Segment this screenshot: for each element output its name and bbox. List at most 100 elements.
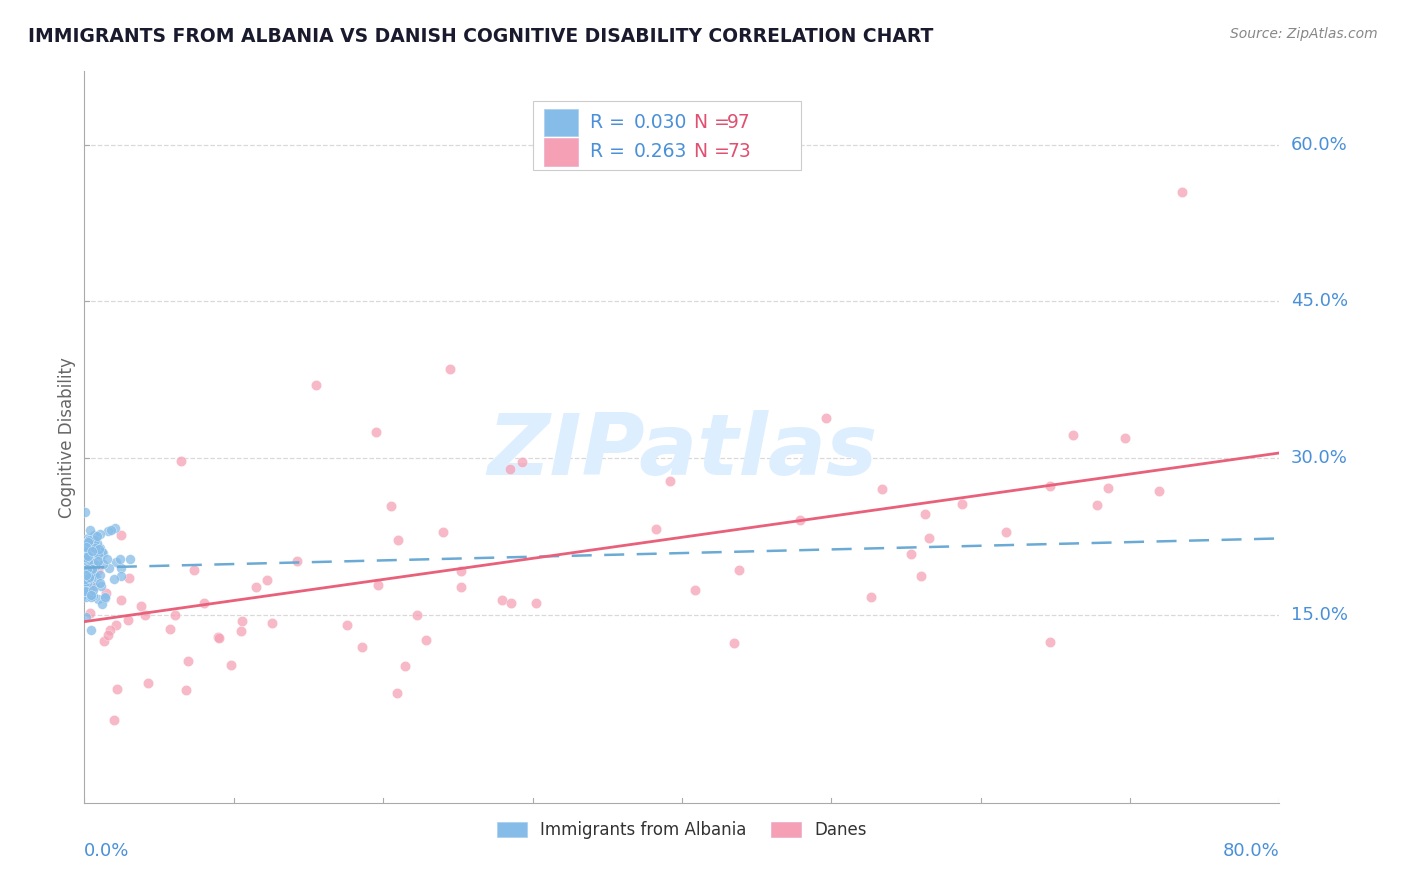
Point	[510, 454, 533, 468]
Bar	[544, 109, 578, 136]
Point	[658, 474, 681, 488]
Point	[80, 590, 103, 604]
Point	[900, 547, 922, 561]
Point	[93, 634, 115, 648]
Point	[75, 542, 97, 557]
Point	[110, 561, 132, 575]
Point	[77, 555, 100, 569]
Point	[174, 683, 197, 698]
Point	[491, 592, 513, 607]
Point	[367, 578, 389, 592]
Point	[77, 531, 100, 545]
Point	[498, 462, 520, 476]
Point	[83, 537, 105, 551]
Point	[117, 613, 139, 627]
Point	[815, 411, 838, 425]
Point	[86, 529, 108, 543]
Point	[134, 608, 156, 623]
Text: IMMIGRANTS FROM ALBANIA VS DANISH COGNITIVE DISABILITY CORRELATION CHART: IMMIGRANTS FROM ALBANIA VS DANISH COGNIT…	[28, 27, 934, 45]
Point	[76, 561, 98, 575]
Point	[94, 586, 117, 600]
Point	[118, 571, 141, 585]
Point	[77, 534, 100, 549]
Point	[79, 607, 101, 621]
Point	[76, 542, 98, 557]
Point	[76, 548, 98, 562]
Point	[79, 523, 101, 537]
Point	[789, 513, 811, 527]
Point	[350, 640, 373, 654]
Point	[73, 575, 96, 590]
Point	[86, 563, 108, 577]
Point	[723, 635, 745, 649]
Point	[89, 527, 111, 541]
Point	[394, 658, 416, 673]
Point	[91, 558, 114, 572]
Point	[1039, 635, 1062, 649]
Point	[86, 535, 108, 549]
Point	[77, 549, 100, 563]
Point	[165, 608, 187, 623]
Point	[89, 576, 111, 591]
Text: 80.0%: 80.0%	[1223, 842, 1279, 860]
Point	[82, 558, 104, 572]
Point	[82, 543, 104, 558]
Point	[75, 586, 97, 600]
Point	[90, 597, 112, 611]
Point	[76, 576, 98, 591]
Point	[450, 564, 472, 578]
Text: R =: R =	[591, 113, 631, 132]
Point	[1114, 431, 1136, 445]
Point	[77, 533, 100, 548]
Point	[77, 572, 100, 586]
Point	[73, 567, 96, 582]
Point	[73, 583, 96, 598]
Point	[231, 614, 253, 628]
Point	[193, 596, 215, 610]
Point	[450, 580, 472, 594]
Point	[96, 552, 118, 566]
Point	[75, 572, 97, 586]
Point	[859, 590, 882, 604]
Point	[98, 623, 121, 637]
Point	[406, 607, 429, 622]
Legend: Immigrants from Albania, Danes: Immigrants from Albania, Danes	[489, 814, 875, 846]
Point	[1062, 427, 1084, 442]
Point	[75, 579, 97, 593]
Y-axis label: Cognitive Disability: Cognitive Disability	[58, 357, 76, 517]
Point	[94, 590, 117, 604]
Point	[231, 624, 253, 638]
Text: 30.0%: 30.0%	[1291, 449, 1347, 467]
Point	[918, 531, 941, 545]
Point	[83, 556, 105, 570]
Text: 97: 97	[727, 113, 751, 132]
Point	[385, 685, 408, 699]
Point	[76, 536, 98, 550]
Point	[83, 566, 105, 581]
Point	[170, 453, 193, 467]
Text: 73: 73	[727, 143, 751, 161]
Text: N =: N =	[695, 113, 735, 132]
Point	[75, 558, 97, 572]
Point	[501, 596, 523, 610]
Point	[110, 593, 132, 607]
Point	[83, 550, 105, 565]
Point	[104, 618, 127, 632]
Point	[285, 554, 308, 568]
Point	[83, 579, 105, 593]
Point	[80, 588, 103, 602]
Point	[260, 615, 283, 630]
Point	[439, 362, 461, 376]
Point	[87, 554, 110, 568]
Point	[207, 631, 229, 645]
Point	[100, 523, 122, 537]
Point	[87, 591, 110, 606]
Point	[79, 569, 101, 583]
Point	[77, 548, 100, 562]
Point	[82, 590, 104, 604]
Point	[75, 563, 97, 577]
Point	[870, 482, 893, 496]
Point	[207, 630, 229, 644]
Point	[118, 552, 141, 566]
Point	[83, 528, 105, 542]
